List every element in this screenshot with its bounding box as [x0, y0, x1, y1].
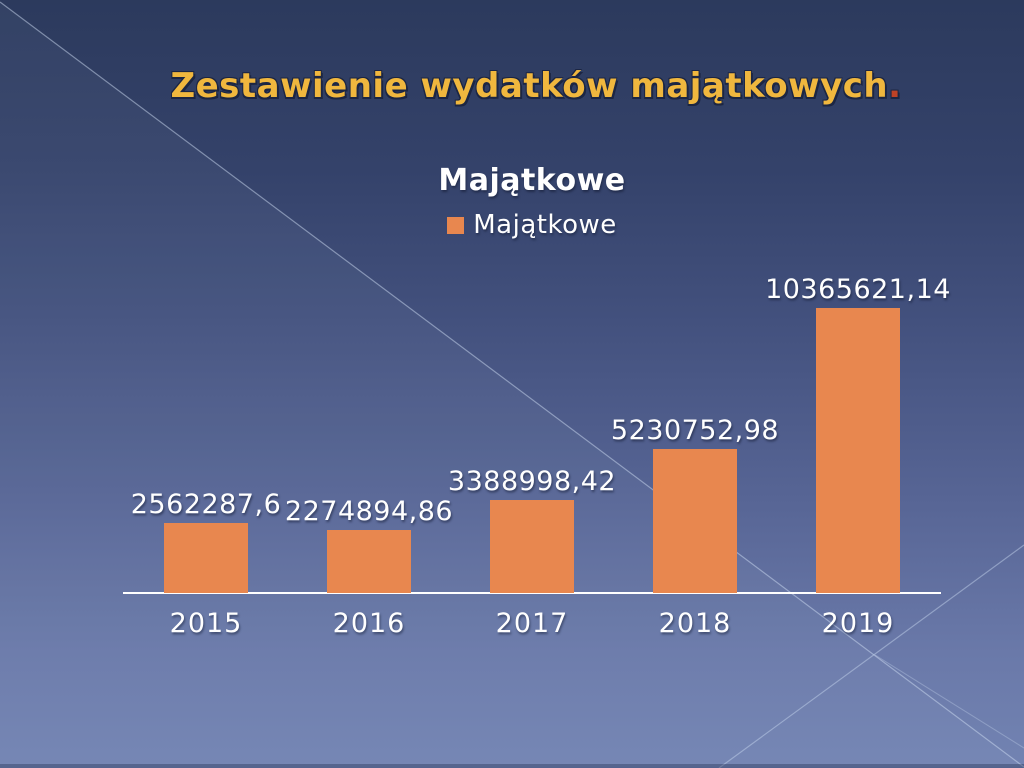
value-label-2015: 2562287,6 — [130, 489, 282, 520]
bar-2019 — [816, 308, 900, 593]
bottom-edge-strip — [0, 764, 1024, 768]
legend-label: Majątkowe — [473, 210, 617, 240]
x-axis-line — [123, 592, 941, 594]
x-axis-label-2018: 2018 — [658, 608, 732, 639]
value-label-2018: 5230752,98 — [610, 415, 780, 446]
slide-title: Zestawienie wydatków majątkowych. — [48, 66, 1024, 106]
value-label-2019: 10365621,14 — [765, 274, 951, 305]
chart-title: Majątkowe — [438, 163, 626, 198]
bar-2018 — [653, 449, 737, 593]
bar-2016 — [327, 530, 411, 593]
slide-title-text: Zestawienie wydatków majątkowych — [170, 66, 889, 106]
bar-2015 — [164, 523, 248, 593]
x-axis-label-2017: 2017 — [495, 608, 569, 639]
x-axis-label-2019: 2019 — [821, 608, 895, 639]
x-axis-label-2016: 2016 — [332, 608, 406, 639]
legend-swatch-icon — [447, 216, 465, 234]
bar-2017 — [490, 500, 574, 593]
chart-legend: Majątkowe — [40, 210, 1024, 240]
value-label-2017: 3388998,42 — [447, 466, 617, 497]
x-axis-label-2015: 2015 — [169, 608, 243, 639]
slide-title-period: . — [888, 66, 902, 106]
value-label-2016: 2274894,86 — [284, 496, 454, 527]
